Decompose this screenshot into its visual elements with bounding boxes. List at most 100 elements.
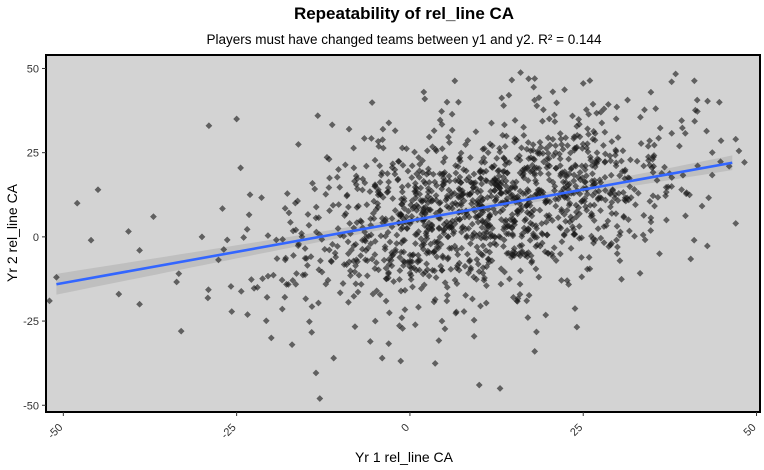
data-point <box>649 168 657 176</box>
data-point <box>594 194 602 202</box>
data-point <box>458 244 466 252</box>
data-point <box>423 249 431 257</box>
data-point <box>565 280 573 288</box>
data-point <box>601 186 609 194</box>
data-point <box>441 154 449 162</box>
data-point <box>441 325 449 333</box>
data-point <box>332 253 340 261</box>
data-point <box>591 159 599 167</box>
data-point <box>578 162 586 170</box>
data-point <box>330 354 338 362</box>
data-point <box>621 167 629 175</box>
data-point <box>346 272 354 280</box>
data-point <box>516 200 524 208</box>
data-point <box>335 166 342 173</box>
data-point <box>562 183 569 191</box>
data-point <box>518 144 525 152</box>
data-point <box>448 110 456 118</box>
data-point <box>198 233 206 241</box>
data-point <box>693 96 701 104</box>
data-point <box>366 188 374 196</box>
data-point <box>641 236 649 244</box>
data-point <box>345 125 353 133</box>
data-point <box>361 236 369 244</box>
y-tick-label: -25 <box>23 316 39 328</box>
data-point <box>421 180 429 188</box>
data-point <box>339 280 347 287</box>
data-point <box>575 210 583 218</box>
data-point <box>374 188 382 196</box>
data-point <box>615 189 623 197</box>
data-point <box>430 298 438 306</box>
data-point <box>617 157 625 165</box>
data-point <box>557 276 565 284</box>
data-point <box>335 201 343 209</box>
data-point <box>415 266 423 274</box>
data-point <box>586 77 594 85</box>
data-point <box>705 194 713 202</box>
data-point <box>292 226 300 234</box>
data-point <box>445 172 453 180</box>
data-point <box>478 180 486 188</box>
data-point <box>318 235 326 243</box>
data-point <box>416 190 424 198</box>
data-point <box>451 77 459 85</box>
data-point <box>374 200 382 208</box>
data-point <box>312 369 320 377</box>
data-point <box>502 177 510 185</box>
data-point <box>591 163 599 171</box>
data-point <box>520 131 528 139</box>
data-point <box>516 156 524 164</box>
data-point <box>458 191 466 199</box>
data-point <box>289 252 297 259</box>
data-point <box>647 227 655 235</box>
data-point <box>616 257 624 265</box>
data-point <box>634 189 642 197</box>
data-point <box>543 231 551 239</box>
data-point <box>613 250 621 258</box>
x-axis: -50 -25 0 25 50 <box>46 412 759 441</box>
data-point <box>415 154 423 162</box>
data-point <box>536 150 544 158</box>
data-point <box>382 297 390 305</box>
data-point <box>491 175 499 183</box>
data-point <box>678 124 686 132</box>
data-point <box>352 262 360 270</box>
data-point <box>562 217 570 225</box>
data-point <box>351 268 359 276</box>
data-point <box>439 226 447 234</box>
data-point <box>556 250 564 258</box>
data-point <box>305 318 313 326</box>
data-point <box>444 255 452 263</box>
points-layer <box>45 69 748 403</box>
data-point <box>580 197 588 205</box>
data-point <box>428 221 436 229</box>
data-point <box>433 253 441 261</box>
data-point <box>227 282 235 290</box>
data-point <box>425 133 433 141</box>
data-point <box>662 192 670 200</box>
data-point <box>474 218 482 226</box>
data-point <box>496 144 504 152</box>
data-point <box>460 166 468 174</box>
data-point <box>352 280 360 288</box>
data-point <box>687 255 695 263</box>
data-point <box>636 113 644 121</box>
data-point <box>414 256 422 264</box>
data-point <box>281 256 289 264</box>
data-point <box>417 285 425 293</box>
data-point <box>544 134 552 142</box>
data-point <box>574 173 582 181</box>
data-point <box>587 156 595 164</box>
data-point <box>613 236 620 244</box>
data-point <box>500 102 508 110</box>
data-point <box>597 234 605 242</box>
data-point <box>581 166 589 174</box>
data-point <box>488 257 496 265</box>
data-point <box>570 171 578 179</box>
data-point <box>281 293 289 301</box>
data-point <box>311 185 319 193</box>
data-point <box>510 221 518 229</box>
data-point <box>228 308 236 316</box>
data-point <box>326 207 334 215</box>
